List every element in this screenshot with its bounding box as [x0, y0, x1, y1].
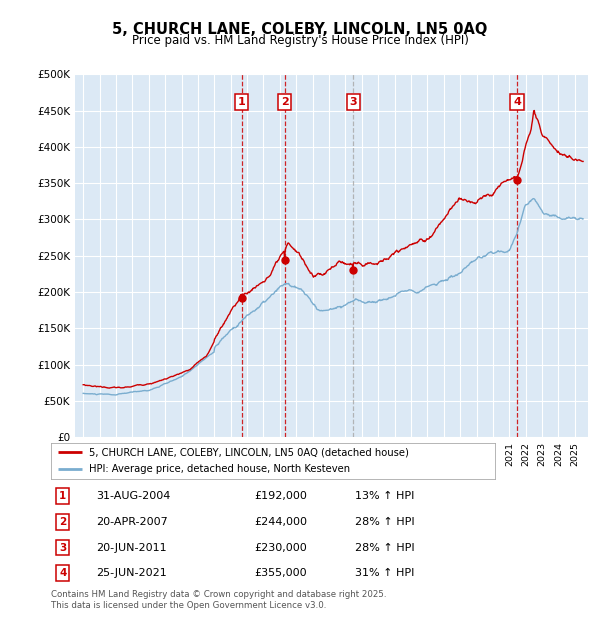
Text: 5, CHURCH LANE, COLEBY, LINCOLN, LN5 0AQ: 5, CHURCH LANE, COLEBY, LINCOLN, LN5 0AQ	[112, 22, 488, 37]
Text: 1: 1	[59, 492, 67, 502]
Text: 20-JUN-2011: 20-JUN-2011	[97, 542, 167, 552]
Text: 2: 2	[281, 97, 289, 107]
Text: 2: 2	[59, 517, 67, 527]
Text: 20-APR-2007: 20-APR-2007	[97, 517, 168, 527]
Text: Price paid vs. HM Land Registry's House Price Index (HPI): Price paid vs. HM Land Registry's House …	[131, 34, 469, 47]
Text: 28% ↑ HPI: 28% ↑ HPI	[355, 517, 415, 527]
Text: 1: 1	[238, 97, 245, 107]
Text: £192,000: £192,000	[254, 492, 307, 502]
Text: 31% ↑ HPI: 31% ↑ HPI	[355, 568, 415, 578]
Text: 13% ↑ HPI: 13% ↑ HPI	[355, 492, 415, 502]
Text: £230,000: £230,000	[254, 542, 307, 552]
Text: 28% ↑ HPI: 28% ↑ HPI	[355, 542, 415, 552]
Text: 25-JUN-2021: 25-JUN-2021	[97, 568, 167, 578]
Text: 5, CHURCH LANE, COLEBY, LINCOLN, LN5 0AQ (detached house): 5, CHURCH LANE, COLEBY, LINCOLN, LN5 0AQ…	[89, 448, 409, 458]
Text: 4: 4	[513, 97, 521, 107]
Text: 31-AUG-2004: 31-AUG-2004	[97, 492, 171, 502]
Text: HPI: Average price, detached house, North Kesteven: HPI: Average price, detached house, Nort…	[89, 464, 350, 474]
Text: 3: 3	[59, 542, 67, 552]
Text: Contains HM Land Registry data © Crown copyright and database right 2025.
This d: Contains HM Land Registry data © Crown c…	[51, 590, 386, 609]
Text: 3: 3	[349, 97, 357, 107]
Text: £355,000: £355,000	[254, 568, 307, 578]
Text: 4: 4	[59, 568, 67, 578]
Text: £244,000: £244,000	[254, 517, 307, 527]
